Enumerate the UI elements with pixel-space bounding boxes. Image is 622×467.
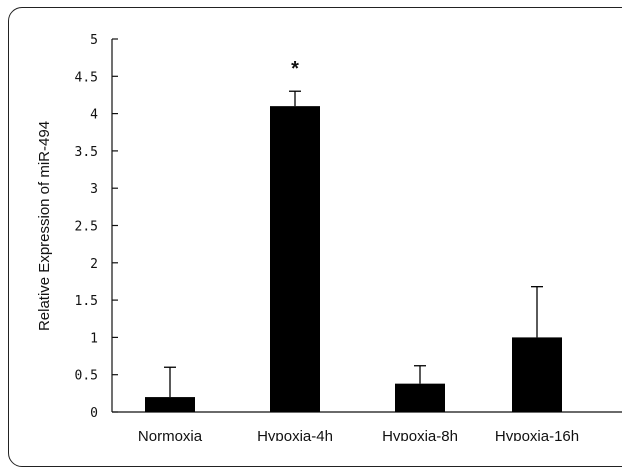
bar (145, 397, 195, 412)
y-axis-label: Relative Expression of miR-494 (36, 121, 53, 331)
y-axis-ticks: 0 0.5 1 1.5 2 2.5 3 3.5 4 4.5 5 (75, 33, 118, 421)
x-category-label: Normoxia (138, 428, 203, 441)
y-tick-label: 4 (90, 108, 98, 123)
bars-group (145, 106, 562, 412)
y-tick-label: 0.5 (75, 369, 98, 384)
y-tick-label: 3 (90, 182, 98, 197)
y-tick-label: 3.5 (75, 145, 98, 160)
bar (270, 106, 320, 412)
annotations-group: * (291, 58, 299, 80)
y-tick-label: 0 (90, 406, 98, 421)
y-tick-label: 2.5 (75, 220, 98, 235)
error-bars-group (164, 90, 543, 398)
bar-chart: Relative Expression of miR-494 0 0.5 1 1.5 2… (36, 33, 622, 441)
bar (512, 337, 562, 412)
y-tick-label: 2 (90, 257, 98, 272)
x-category-label: Hypoxia-8h (382, 428, 458, 441)
y-tick-label: 1.5 (75, 294, 98, 309)
x-axis-categories: Normoxia Hypoxia-4h Hypoxia-8h Hypoxia-16h (138, 428, 579, 441)
bar (395, 383, 445, 412)
y-tick-label: 4.5 (75, 70, 98, 85)
y-tick-label: 5 (90, 33, 98, 48)
significance-marker: * (291, 58, 299, 80)
y-tick-label: 1 (90, 331, 98, 346)
x-category-label: Hypoxia-4h (257, 428, 333, 441)
x-category-label: Hypoxia-16h (495, 428, 579, 441)
